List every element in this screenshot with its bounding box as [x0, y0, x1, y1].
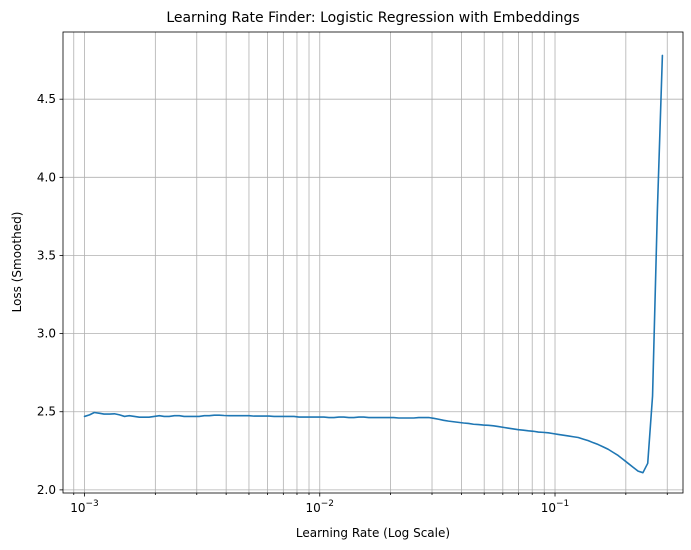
- y-tick-label: 4.0: [37, 170, 56, 184]
- y-tick-labels: 2.0 2.5 3.0 3.5 4.0 4.5: [37, 92, 56, 497]
- axis-ticks: [59, 98, 668, 497]
- y-tick-label: 2.5: [37, 405, 56, 419]
- grid-lines: [63, 32, 683, 493]
- y-axis-label: Loss (Smoothed): [10, 212, 24, 313]
- x-tick-label: 10−1: [541, 499, 570, 515]
- x-tick-labels: 10−3 10−2 10−1: [70, 499, 569, 515]
- plot-frame: [62, 31, 684, 494]
- loss-curve-line: [83, 54, 664, 474]
- x-axis-label: Learning Rate (Log Scale): [296, 526, 450, 540]
- x-tick-label: 10−2: [305, 499, 334, 515]
- y-tick-label: 4.5: [37, 92, 56, 106]
- y-tick-label: 3.0: [37, 327, 56, 341]
- y-tick-label: 3.5: [37, 248, 56, 262]
- y-tick-label: 2.0: [37, 483, 56, 497]
- plot-background: [63, 32, 683, 493]
- x-tick-label: 10−3: [70, 499, 99, 515]
- chart-title: Learning Rate Finder: Logistic Regressio…: [166, 10, 579, 26]
